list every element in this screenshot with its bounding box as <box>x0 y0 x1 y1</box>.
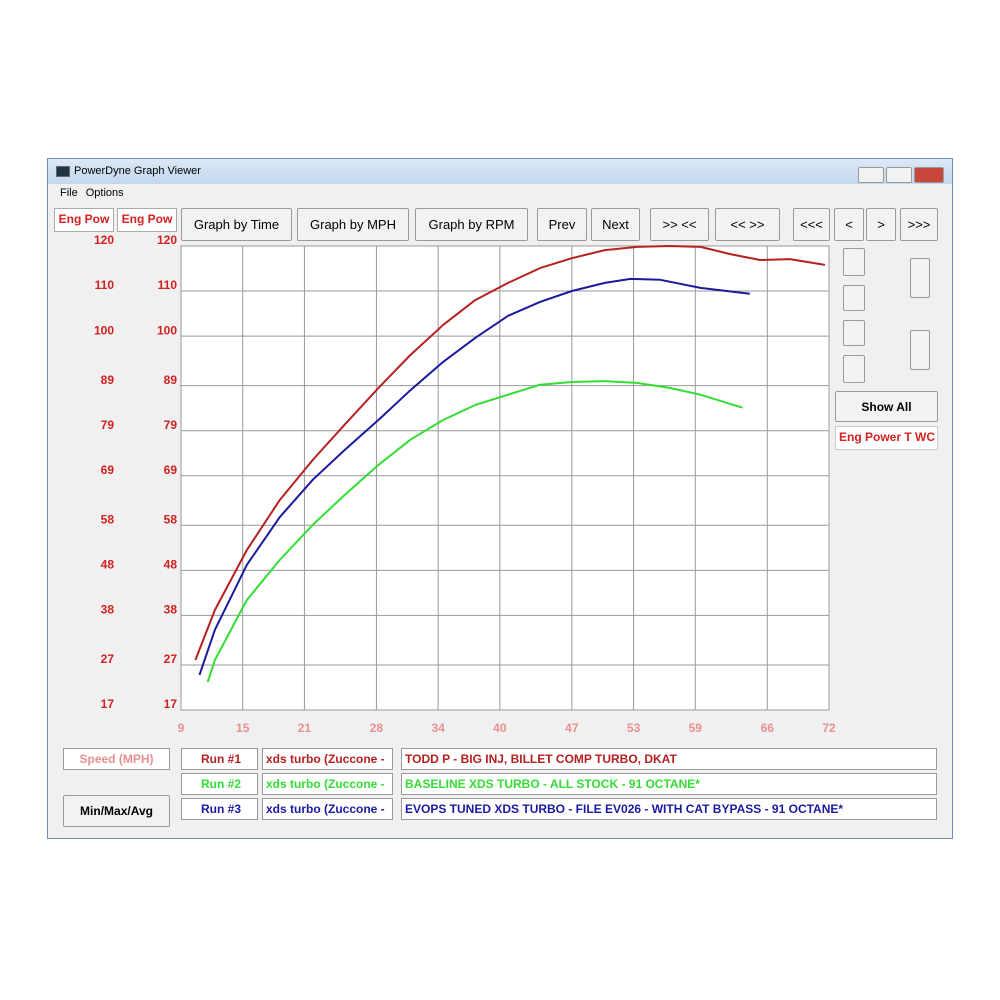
min-max-avg-button[interactable]: Min/Max/Avg <box>63 795 170 827</box>
run-label: Run #3 <box>181 798 258 820</box>
scroll-down-button[interactable] <box>843 320 865 346</box>
toolbar-button[interactable]: Graph by RPM <box>415 208 528 241</box>
zoom-out-button[interactable] <box>910 330 930 370</box>
run-description: TODD P - BIG INJ, BILLET COMP TURBO, DKA… <box>401 748 937 770</box>
show-all-button[interactable]: Show All <box>835 391 938 422</box>
maximize-button[interactable] <box>886 167 912 183</box>
minimize-button[interactable] <box>858 167 884 183</box>
toolbar-button[interactable]: Next <box>591 208 640 241</box>
window-title: PowerDyne Graph Viewer <box>74 165 201 177</box>
toolbar-button[interactable]: Prev <box>537 208 587 241</box>
run-file: xds turbo (Zuccone - <box>262 773 393 795</box>
channel-tab[interactable]: Eng Pow <box>54 208 114 232</box>
run-description: BASELINE XDS TURBO - ALL STOCK - 91 OCTA… <box>401 773 937 795</box>
channel-label: Eng Power T WC <box>835 426 938 450</box>
menu-item[interactable]: File <box>60 187 78 199</box>
run-file: xds turbo (Zuccone - <box>262 798 393 820</box>
toolbar-button[interactable]: Graph by MPH <box>297 208 409 241</box>
run-file: xds turbo (Zuccone - <box>262 748 393 770</box>
window <box>47 158 953 839</box>
x-axis-label: Speed (MPH) <box>63 748 170 770</box>
run-description: EVOPS TUNED XDS TURBO - FILE EV026 - WIT… <box>401 798 937 820</box>
title-bar: PowerDyne Graph Viewer <box>48 159 952 184</box>
toolbar-button[interactable]: > <box>866 208 896 241</box>
run-label: Run #1 <box>181 748 258 770</box>
toolbar-button[interactable]: << >> <box>715 208 780 241</box>
scroll-bottom-button[interactable] <box>843 355 865 383</box>
toolbar-button[interactable]: <<< <box>793 208 830 241</box>
toolbar-button[interactable]: < <box>834 208 864 241</box>
channel-tab[interactable]: Eng Pow <box>117 208 177 232</box>
toolbar-button[interactable]: >> << <box>650 208 709 241</box>
scroll-top-button[interactable] <box>843 248 865 276</box>
run-label: Run #2 <box>181 773 258 795</box>
toolbar-button[interactable]: Graph by Time <box>181 208 292 241</box>
scroll-up-button[interactable] <box>843 285 865 311</box>
menu-bar: File Options <box>48 185 952 202</box>
app-icon <box>56 166 70 177</box>
toolbar-button[interactable]: >>> <box>900 208 938 241</box>
menu-item[interactable]: Options <box>85 187 124 199</box>
zoom-in-button[interactable] <box>910 258 930 298</box>
close-button[interactable] <box>914 167 944 183</box>
